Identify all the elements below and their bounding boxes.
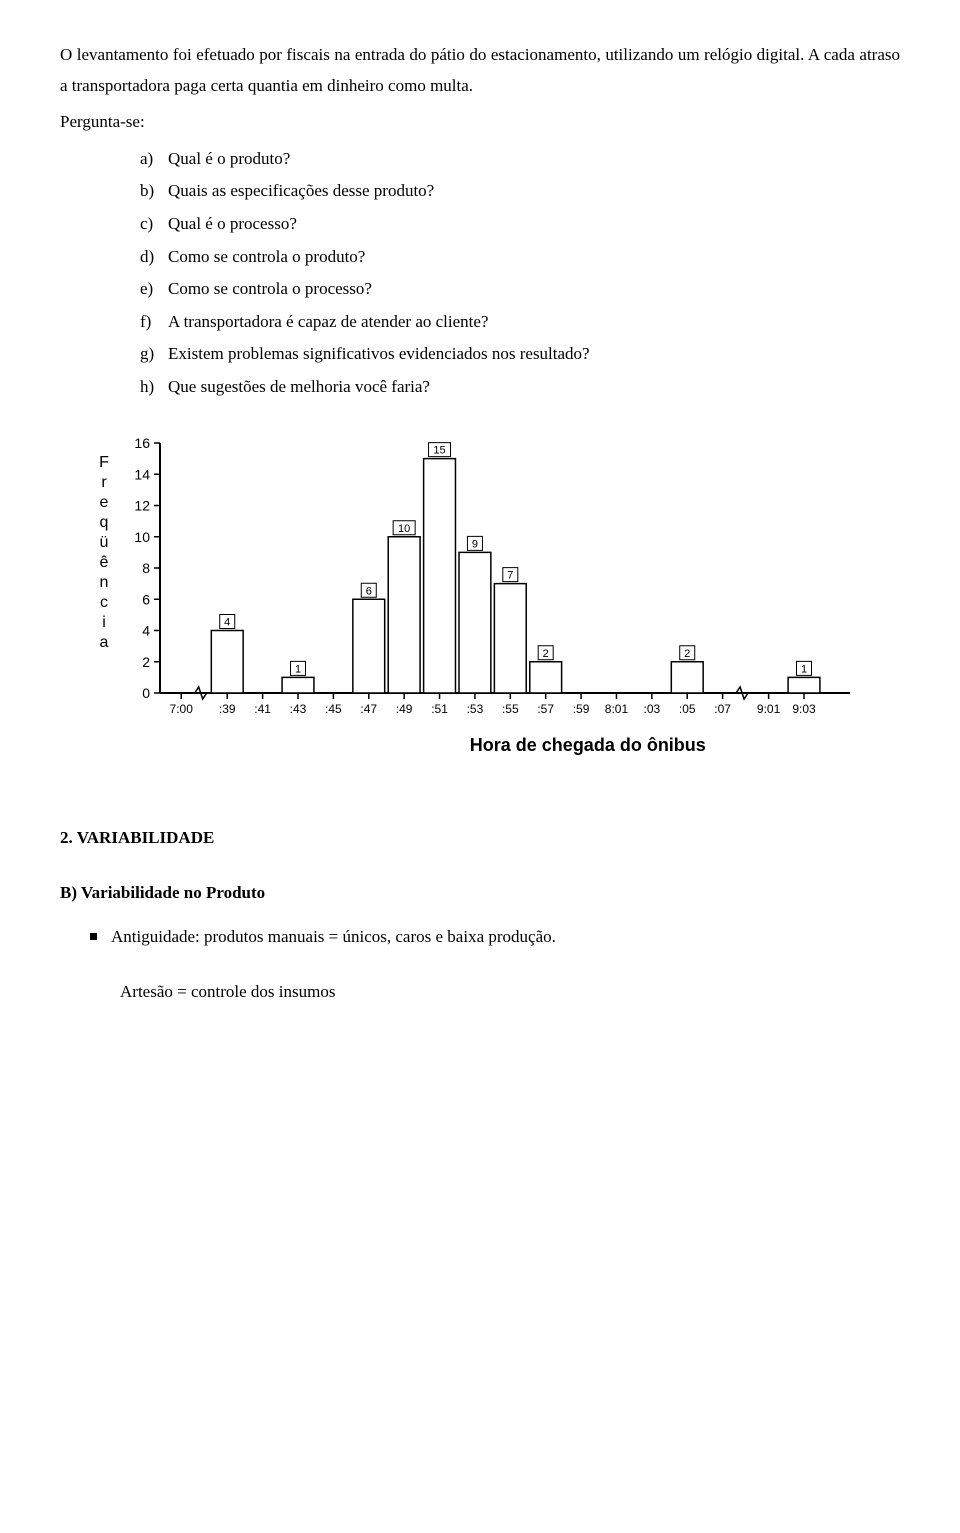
question-item: e)Como se controla o processo? xyxy=(140,274,900,305)
svg-text:c: c xyxy=(100,594,108,611)
svg-text:1: 1 xyxy=(801,663,807,675)
heading-b: B) Variabilidade no Produto xyxy=(60,878,900,909)
svg-text::03: :03 xyxy=(644,702,661,716)
question-marker: a) xyxy=(140,144,168,175)
bullet-text: Antiguidade: produtos manuais = únicos, … xyxy=(111,922,556,953)
question-item: a)Qual é o produto? xyxy=(140,144,900,175)
last-line: Artesão = controle dos insumos xyxy=(120,977,900,1008)
question-marker: g) xyxy=(140,339,168,370)
histogram-chart: Freqüência02468101214167:00:39:41:43:45:… xyxy=(60,433,900,774)
question-marker: e) xyxy=(140,274,168,305)
question-item: c)Qual é o processo? xyxy=(140,209,900,240)
svg-text:4: 4 xyxy=(224,616,230,628)
svg-text:r: r xyxy=(101,474,107,491)
question-item: g)Existem problemas significativos evide… xyxy=(140,339,900,370)
question-marker: b) xyxy=(140,176,168,207)
svg-text:4: 4 xyxy=(142,622,150,638)
question-marker: d) xyxy=(140,242,168,273)
svg-text:9:01: 9:01 xyxy=(757,702,781,716)
question-item: d)Como se controla o produto? xyxy=(140,242,900,273)
svg-text::45: :45 xyxy=(325,702,342,716)
svg-text:e: e xyxy=(100,494,109,511)
bullet-item: Antiguidade: produtos manuais = únicos, … xyxy=(90,922,900,953)
svg-text::55: :55 xyxy=(502,702,519,716)
question-marker: f) xyxy=(140,307,168,338)
svg-text:a: a xyxy=(100,634,109,651)
svg-text::49: :49 xyxy=(396,702,413,716)
svg-text:q: q xyxy=(100,514,109,531)
svg-text:i: i xyxy=(102,614,106,631)
svg-text:7:00: 7:00 xyxy=(170,702,194,716)
svg-text::43: :43 xyxy=(290,702,307,716)
svg-text:0: 0 xyxy=(142,685,150,701)
intro-question-lead: Pergunta-se: xyxy=(60,107,900,138)
svg-text::59: :59 xyxy=(573,702,590,716)
svg-text:n: n xyxy=(100,574,109,591)
question-item: h)Que sugestões de melhoria você faria? xyxy=(140,372,900,403)
section-2-title: 2. VARIABILIDADE xyxy=(60,823,900,854)
svg-text:6: 6 xyxy=(366,585,372,597)
svg-text::51: :51 xyxy=(431,702,448,716)
question-text: A transportadora é capaz de atender ao c… xyxy=(168,307,900,338)
svg-text::05: :05 xyxy=(679,702,696,716)
svg-text:7: 7 xyxy=(507,569,513,581)
svg-text:9: 9 xyxy=(472,538,478,550)
intro-paragraph: O levantamento foi efetuado por fiscais … xyxy=(60,40,900,101)
svg-text:12: 12 xyxy=(134,497,150,513)
question-text: Quais as especificações desse produto? xyxy=(168,176,900,207)
question-marker: h) xyxy=(140,372,168,403)
svg-text:6: 6 xyxy=(142,591,150,607)
question-list: a)Qual é o produto?b)Quais as especifica… xyxy=(140,144,900,403)
svg-text::53: :53 xyxy=(467,702,484,716)
svg-text:10: 10 xyxy=(134,528,150,544)
square-bullet-icon xyxy=(90,933,97,940)
svg-text:2: 2 xyxy=(543,647,549,659)
question-text: Existem problemas significativos evidenc… xyxy=(168,339,900,370)
svg-text:8: 8 xyxy=(142,560,150,576)
question-item: f)A transportadora é capaz de atender ao… xyxy=(140,307,900,338)
svg-text:10: 10 xyxy=(398,522,410,534)
question-text: Como se controla o produto? xyxy=(168,242,900,273)
svg-text::39: :39 xyxy=(219,702,236,716)
svg-text:16: 16 xyxy=(134,435,150,451)
svg-text:ü: ü xyxy=(100,534,109,551)
question-item: b)Quais as especificações desse produto? xyxy=(140,176,900,207)
svg-text:ê: ê xyxy=(100,554,109,571)
svg-text::47: :47 xyxy=(360,702,377,716)
question-text: Que sugestões de melhoria você faria? xyxy=(168,372,900,403)
svg-text:1: 1 xyxy=(295,663,301,675)
svg-text::41: :41 xyxy=(254,702,271,716)
svg-text::07: :07 xyxy=(714,702,731,716)
svg-text:15: 15 xyxy=(433,444,445,456)
svg-text:8:01: 8:01 xyxy=(605,702,629,716)
svg-text:2: 2 xyxy=(684,647,690,659)
question-text: Qual é o produto? xyxy=(168,144,900,175)
svg-text:9:03: 9:03 xyxy=(792,702,816,716)
svg-text:Hora de chegada do ônibus: Hora de chegada do ônibus xyxy=(470,735,706,755)
svg-text::57: :57 xyxy=(537,702,554,716)
question-text: Como se controla o processo? xyxy=(168,274,900,305)
question-marker: c) xyxy=(140,209,168,240)
svg-text:14: 14 xyxy=(134,466,150,482)
svg-text:F: F xyxy=(99,454,109,471)
question-text: Qual é o processo? xyxy=(168,209,900,240)
svg-text:2: 2 xyxy=(142,653,150,669)
